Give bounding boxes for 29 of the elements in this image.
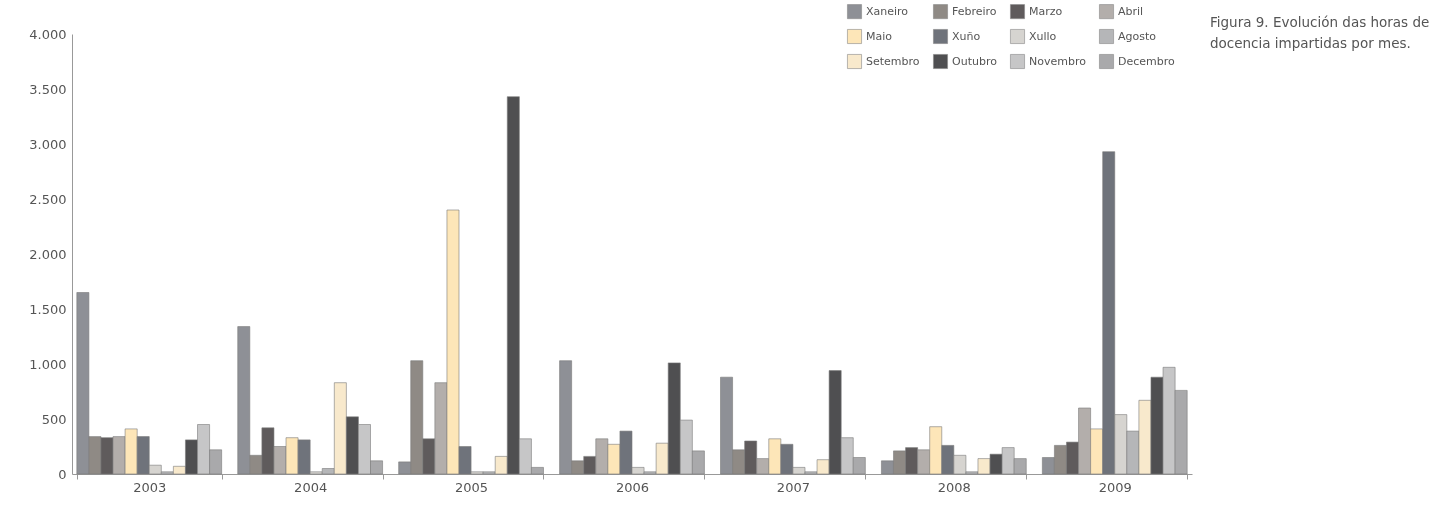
legend-label: Agosto	[1118, 29, 1157, 43]
legend-label: Febreiro	[952, 4, 997, 18]
y-tick-label: 1.000	[29, 356, 67, 372]
x-tick-label: 2003	[133, 479, 167, 495]
legend-label: Marzo	[1029, 4, 1063, 18]
legend-label: Setembro	[866, 54, 920, 68]
y-tick-label: 3.000	[29, 136, 67, 152]
y-tick-label: 2.500	[29, 191, 67, 207]
legend-label: Xullo	[1029, 29, 1057, 43]
x-tick-label: 2004	[294, 479, 328, 495]
y-tick-label: 1.500	[29, 301, 67, 317]
x-tick-label: 2008	[937, 479, 971, 495]
x-tick-label: 2009	[1098, 479, 1132, 495]
x-tick-label: 2005	[455, 479, 489, 495]
x-tick-label: 2007	[776, 479, 810, 495]
legend-label: Xaneiro	[866, 4, 909, 18]
text: Figura 9. Evolución das horas de docencia impartidas por mes.	[1210, 13, 1431, 53]
legend-label: Xuño	[952, 29, 981, 43]
y-tick-label: 3.500	[29, 81, 67, 97]
legend-label: Novembro	[1029, 54, 1087, 68]
y-tick-label: 2.000	[29, 246, 67, 262]
legend-label: Decembro	[1118, 54, 1176, 68]
y-tick-label: 4.000	[29, 26, 67, 42]
legend-label: Abril	[1118, 4, 1144, 18]
legend-label: Maio	[866, 29, 893, 43]
y-tick-label: 0	[58, 466, 67, 482]
x-tick-label: 2006	[615, 479, 650, 495]
y-tick-label: 500	[41, 411, 67, 427]
legend-label: Outubro	[952, 54, 998, 68]
